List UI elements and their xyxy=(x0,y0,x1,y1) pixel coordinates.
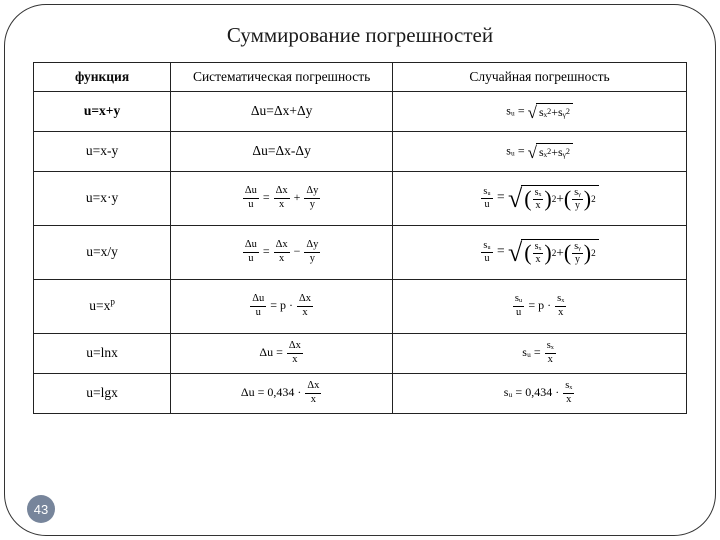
cell-rand: sᵤu = sₓx2 + sᵧy2 xyxy=(393,225,687,279)
cell-sys: Δu = 0,434 · Δxx xyxy=(171,373,393,413)
cell-func: u=x/y xyxy=(34,225,171,279)
error-table: функция Систематическая погрешность Случ… xyxy=(33,62,687,414)
cell-func: u=x+y xyxy=(84,103,120,118)
cell-func: u=lgx xyxy=(34,373,171,413)
table-row: u=x·y Δuu = Δxx + Δyy sᵤu = sₓx2 + sᵧy2 xyxy=(34,171,687,225)
table-header-row: функция Систематическая погрешность Случ… xyxy=(34,63,687,92)
cell-rand: sᵤu = sₓx2 + sᵧy2 xyxy=(393,171,687,225)
cell-rand: sᵤu = p · sₓx xyxy=(393,279,687,333)
cell-rand: sᵤ = sₓ2 + sᵧ2 xyxy=(393,91,687,131)
th-random: Случайная погрешность xyxy=(393,63,687,92)
sqrt-icon: sₓx2 + sᵧy2 xyxy=(508,239,599,265)
table-row: u=x/y Δuu = Δxx − Δyy sᵤu = sₓx2 + sᵧy2 xyxy=(34,225,687,279)
th-systematic: Систематическая погрешность xyxy=(171,63,393,92)
table-row: u=x+y Δu=Δx+Δy sᵤ = sₓ2 + sᵧ2 xyxy=(34,91,687,131)
cell-rand: sᵤ = sₓx xyxy=(393,333,687,373)
table-row: u=xp Δuu = p · Δxx sᵤu = p · sₓx xyxy=(34,279,687,333)
cell-sys: Δuu = Δxx + Δyy xyxy=(171,171,393,225)
cell-sys: Δu=Δx+Δy xyxy=(171,91,393,131)
sqrt-icon: sₓx2 + sᵧy2 xyxy=(508,185,599,211)
table-row: u=lnx Δu = Δxx sᵤ = sₓx xyxy=(34,333,687,373)
cell-func: u=x·y xyxy=(34,171,171,225)
cell-sys: Δu = Δxx xyxy=(171,333,393,373)
page-title: Суммирование погрешностей xyxy=(33,23,687,48)
page-number-badge: 43 xyxy=(27,495,55,523)
slide-frame: Суммирование погрешностей функция Систем… xyxy=(4,4,716,536)
cell-func: u=xp xyxy=(34,279,171,333)
sqrt-icon: sₓ2 + sᵧ2 xyxy=(528,103,573,120)
sqrt-icon: sₓ2 + sᵧ2 xyxy=(528,143,573,160)
cell-sys: Δu=Δx-Δy xyxy=(171,131,393,171)
cell-func: u=lnx xyxy=(34,333,171,373)
cell-func: u=x-y xyxy=(34,131,171,171)
cell-sys: Δuu = p · Δxx xyxy=(171,279,393,333)
cell-sys: Δuu = Δxx − Δyy xyxy=(171,225,393,279)
cell-rand: sᵤ = 0,434 · sₓx xyxy=(393,373,687,413)
cell-rand: sᵤ = sₓ2 + sᵧ2 xyxy=(393,131,687,171)
table-row: u=lgx Δu = 0,434 · Δxx sᵤ = 0,434 · sₓx xyxy=(34,373,687,413)
th-function: функция xyxy=(34,63,171,92)
table-row: u=x-y Δu=Δx-Δy sᵤ = sₓ2 + sᵧ2 xyxy=(34,131,687,171)
